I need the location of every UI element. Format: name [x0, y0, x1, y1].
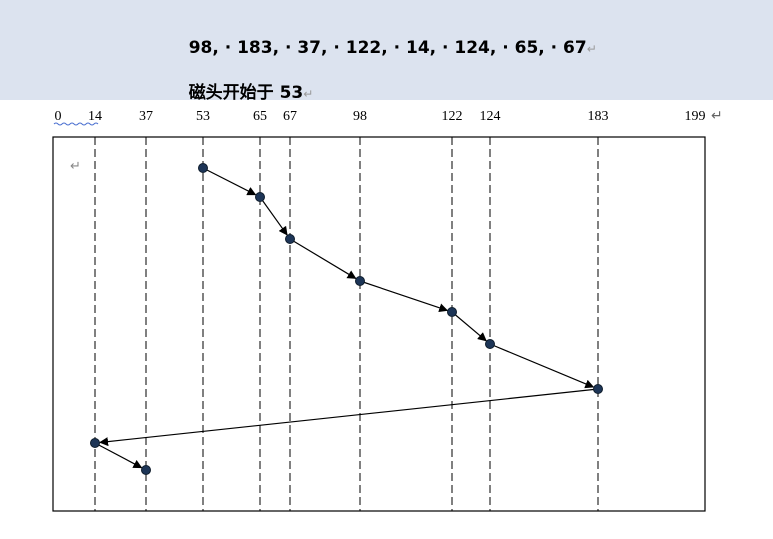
- tick-label-14: 14: [88, 109, 102, 124]
- tick-label-199: 199: [685, 109, 706, 124]
- tick-label-37: 37: [139, 109, 153, 124]
- head-path: [94, 167, 599, 469]
- request-sequence-text: 98, · 183, · 37, · 122, · 14, · 124, · 6…: [188, 38, 587, 58]
- tick-label-53: 53: [196, 109, 210, 124]
- head-stops: [90, 163, 603, 475]
- header-banner: 98, · 183, · 37, · 122, · 14, · 124, · 6…: [0, 0, 773, 103]
- head-start-text: 磁头开始于 53: [188, 83, 304, 103]
- stop-67: [285, 234, 295, 244]
- tick-label-67: 67: [283, 109, 297, 124]
- stop-14: [90, 438, 100, 448]
- head-start: 磁头开始于 53↵: [165, 58, 314, 123]
- move-53-to-65: [202, 167, 257, 196]
- stop-65: [255, 192, 265, 202]
- tick-label-0: 0: [55, 109, 62, 124]
- request-sequence: 98, · 183, · 37, · 122, · 14, · 124, · 6…: [165, 18, 597, 78]
- tick-label-124: 124: [480, 109, 501, 124]
- stop-122: [447, 307, 457, 317]
- move-65-to-67: [259, 196, 288, 236]
- stop-98: [355, 276, 365, 286]
- stop-37: [141, 465, 151, 475]
- stop-183: [593, 384, 603, 394]
- move-122-to-124: [451, 311, 487, 342]
- paragraph-mark-icon: ↵: [303, 87, 314, 101]
- spellcheck-underline: [53, 122, 99, 126]
- tick-label-122: 122: [442, 109, 463, 124]
- paragraph-mark-icon: ↵: [586, 42, 597, 56]
- track-axis: 0 14 37 53 65 67 98 122 124 183 199 ↵: [53, 109, 723, 126]
- move-98-to-122: [359, 280, 449, 313]
- paragraph-mark-icon: ↵: [70, 158, 81, 173]
- tick-label-98: 98: [353, 109, 367, 124]
- move-14-to-37: [94, 442, 143, 469]
- diagram-frame: [52, 136, 706, 512]
- move-183-to-14: [99, 388, 599, 447]
- stop-124: [485, 339, 495, 349]
- track-gridlines: [94, 137, 599, 511]
- move-67-to-98: [289, 238, 357, 279]
- tick-label-65: 65: [253, 109, 267, 124]
- paragraph-mark-icon: ↵: [711, 109, 723, 124]
- stop-53: [198, 163, 208, 173]
- move-124-to-183: [489, 343, 595, 389]
- tick-label-183: 183: [588, 109, 609, 124]
